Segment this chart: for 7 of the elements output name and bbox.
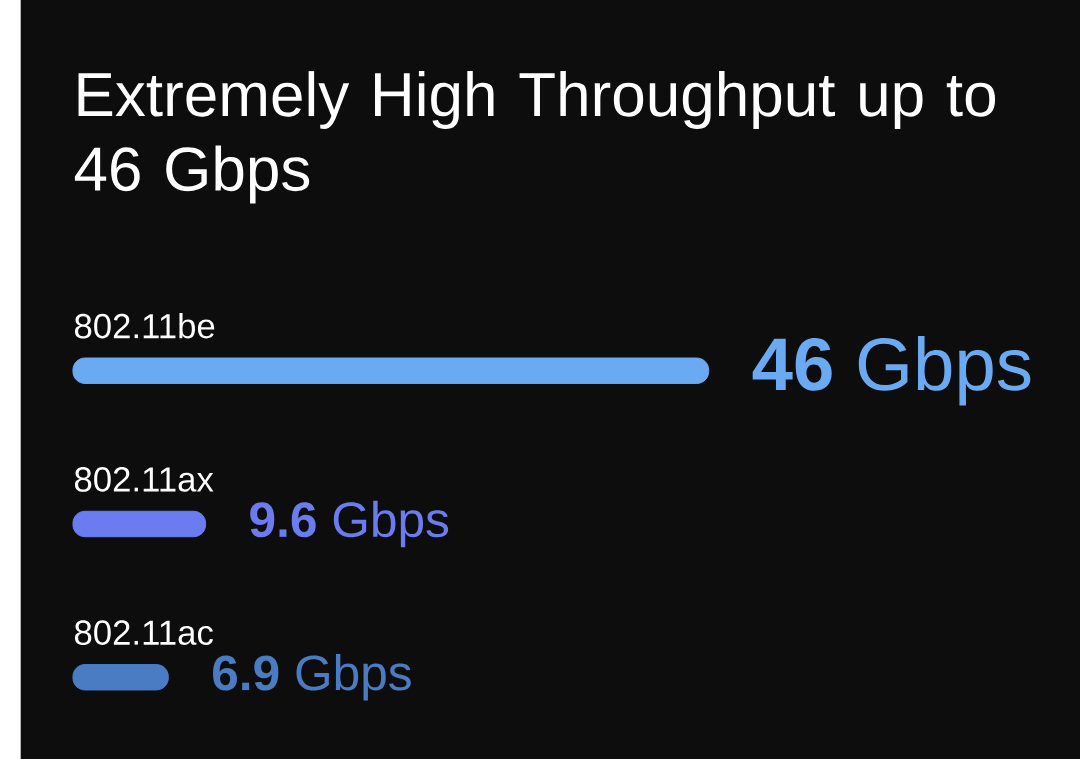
y-tick-label: 802.11ac <box>74 620 213 645</box>
chart-title: Extremely High Throughput up to 46 Gbps <box>74 71 996 204</box>
data-label: 46 Gbps <box>752 335 1031 406</box>
data-label: 6.9 Gbps <box>213 654 411 701</box>
data-label: 9.6 Gbps <box>250 500 449 548</box>
y-tick-label: 802.11be <box>74 312 215 339</box>
y-tick-label: 802.11ax <box>74 467 214 492</box>
